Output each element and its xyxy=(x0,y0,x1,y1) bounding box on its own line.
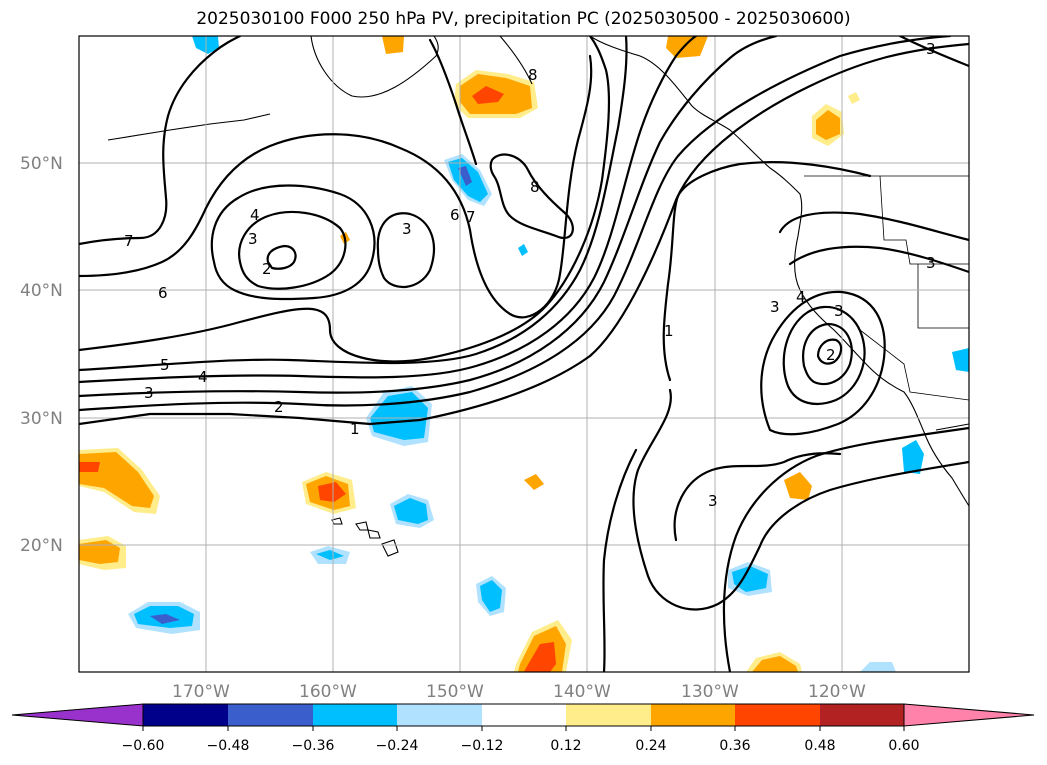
precipitation-shading xyxy=(79,36,969,672)
lon-label: 150°W xyxy=(426,682,484,702)
lat-label: 20°N xyxy=(20,536,63,556)
contour-label: 5 xyxy=(160,356,170,374)
contour-label: 4 xyxy=(250,206,260,224)
contour-label: 7 xyxy=(466,208,476,226)
colorbar-tick-label: −0.12 xyxy=(461,738,504,754)
colorbar-segment xyxy=(735,704,820,726)
colorbar-segment xyxy=(143,704,228,726)
contour-labels: 7 6 5 4 3 2 1 4 3 2 3 6 7 8 8 1 3 4 3 2 … xyxy=(124,40,936,510)
contour-label: 3 xyxy=(834,302,844,320)
colorbar-extend-max xyxy=(903,703,1035,727)
colorbar-segment xyxy=(313,704,397,726)
contour-label: 4 xyxy=(796,288,806,306)
colorbar-segment xyxy=(482,704,566,726)
colorbar-extend-min xyxy=(11,703,144,727)
lat-label: 40°N xyxy=(20,281,63,301)
colorbar-tick-labels: −0.60 −0.48 −0.36 −0.24 −0.12 0.12 0.24 … xyxy=(122,738,920,754)
contour-label: 3 xyxy=(926,254,936,272)
contour-label: 4 xyxy=(198,368,208,386)
colorbar-segment xyxy=(651,704,735,726)
pv-contours xyxy=(79,36,969,672)
contour-label: 8 xyxy=(528,66,538,84)
contour-label: 1 xyxy=(350,420,360,438)
contour-label: 3 xyxy=(770,298,780,316)
colorbar-frame xyxy=(142,703,905,727)
colorbar: −0.60 −0.48 −0.36 −0.24 −0.12 0.12 0.24 … xyxy=(11,703,1035,754)
colorbar-segment xyxy=(228,704,313,726)
contour-label: 2 xyxy=(262,260,272,278)
contour-label: 8 xyxy=(530,178,540,196)
lon-label: 130°W xyxy=(681,682,739,702)
colorbar-tick-label: −0.48 xyxy=(207,738,250,754)
longitude-labels: 170°W 160°W 150°W 140°W 130°W 120°W xyxy=(172,682,866,702)
colorbar-tick-label: −0.60 xyxy=(122,738,165,754)
map-title: 2025030100 F000 250 hPa PV, precipitatio… xyxy=(196,9,851,29)
colorbar-segment xyxy=(820,704,904,726)
contour-label: 6 xyxy=(158,284,168,302)
contour-label: 3 xyxy=(144,384,154,402)
gridlines xyxy=(79,36,969,672)
latitude-labels: 50°N 40°N 30°N 20°N xyxy=(20,154,63,556)
lon-label: 170°W xyxy=(172,682,230,702)
map-frame xyxy=(78,35,970,673)
colorbar-tick-label: 0.36 xyxy=(719,738,750,754)
contour-label: 3 xyxy=(402,220,412,238)
contour-label: 3 xyxy=(248,230,258,248)
contour-label: 3 xyxy=(708,492,718,510)
contour-label: 7 xyxy=(124,232,134,250)
colorbar-tick-label: 0.12 xyxy=(550,738,581,754)
colorbar-tick-label: 0.48 xyxy=(804,738,835,754)
lat-label: 30°N xyxy=(20,409,63,429)
lat-label: 50°N xyxy=(20,154,63,174)
contour-label: 6 xyxy=(450,206,460,224)
lon-label: 120°W xyxy=(808,682,866,702)
colorbar-segment xyxy=(397,704,482,726)
colorbar-ticks xyxy=(142,726,905,731)
lon-label: 160°W xyxy=(299,682,357,702)
contour-label: 1 xyxy=(664,322,674,340)
colorbar-segment xyxy=(566,704,651,726)
contour-label: 3 xyxy=(926,40,936,58)
colorbar-tick-label: −0.24 xyxy=(376,738,419,754)
contour-label: 2 xyxy=(274,398,284,416)
lon-label: 140°W xyxy=(553,682,611,702)
colorbar-tick-label: −0.36 xyxy=(292,738,335,754)
colorbar-tick-label: 0.60 xyxy=(888,738,919,754)
contour-label: 2 xyxy=(826,346,836,364)
colorbar-tick-label: 0.24 xyxy=(635,738,666,754)
